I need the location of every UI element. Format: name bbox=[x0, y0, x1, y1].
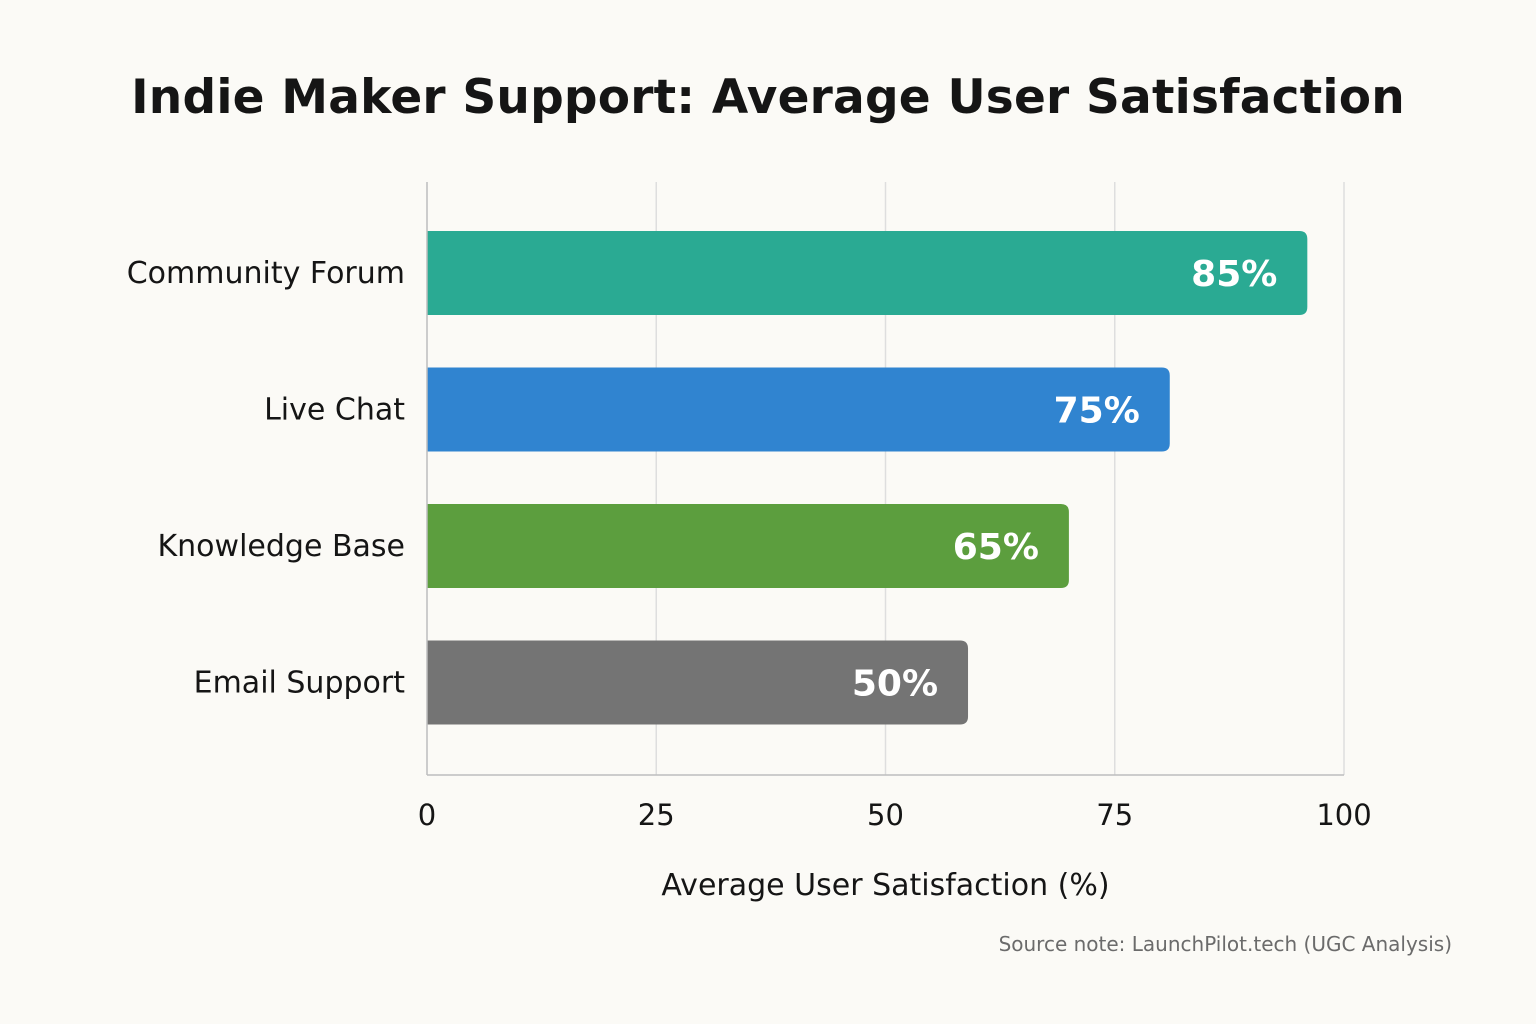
category-label-knowledge-base: Knowledge Base bbox=[158, 529, 406, 564]
bar-email-support bbox=[427, 640, 969, 725]
category-labels: Community Forum Live Chat Knowledge Base Em… bbox=[127, 256, 406, 701]
x-tick-labels: 0 25 50 75 100 bbox=[418, 798, 1372, 832]
data-label-email-support: 50% bbox=[852, 664, 938, 705]
data-label-live-chat: 75% bbox=[1054, 391, 1140, 432]
chart-title: Indie Maker Support: Average User Satisf… bbox=[131, 70, 1405, 125]
data-label-knowledge-base: 65% bbox=[953, 527, 1039, 568]
x-axis-title: Average User Satisfaction (%) bbox=[661, 868, 1109, 903]
bar-live-chat bbox=[427, 367, 1170, 452]
data-label-community-forum: 85% bbox=[1191, 254, 1277, 295]
bar-community-forum bbox=[427, 231, 1308, 315]
bars: 85% 75% 65% 50% bbox=[427, 231, 1308, 725]
category-label-community-forum: Community Forum bbox=[127, 256, 405, 291]
x-tick-label-100: 100 bbox=[1316, 798, 1371, 832]
x-tick-label-0: 0 bbox=[418, 798, 436, 832]
bar-knowledge-base bbox=[427, 504, 1069, 588]
x-tick-label-50: 50 bbox=[867, 798, 904, 832]
category-label-live-chat: Live Chat bbox=[264, 393, 405, 428]
category-label-email-support: Email Support bbox=[194, 666, 406, 701]
source-note: Source note: LaunchPilot.tech (UGC Analy… bbox=[998, 932, 1452, 956]
x-tick-label-25: 25 bbox=[638, 798, 675, 832]
x-tick-label-75: 75 bbox=[1096, 798, 1133, 832]
